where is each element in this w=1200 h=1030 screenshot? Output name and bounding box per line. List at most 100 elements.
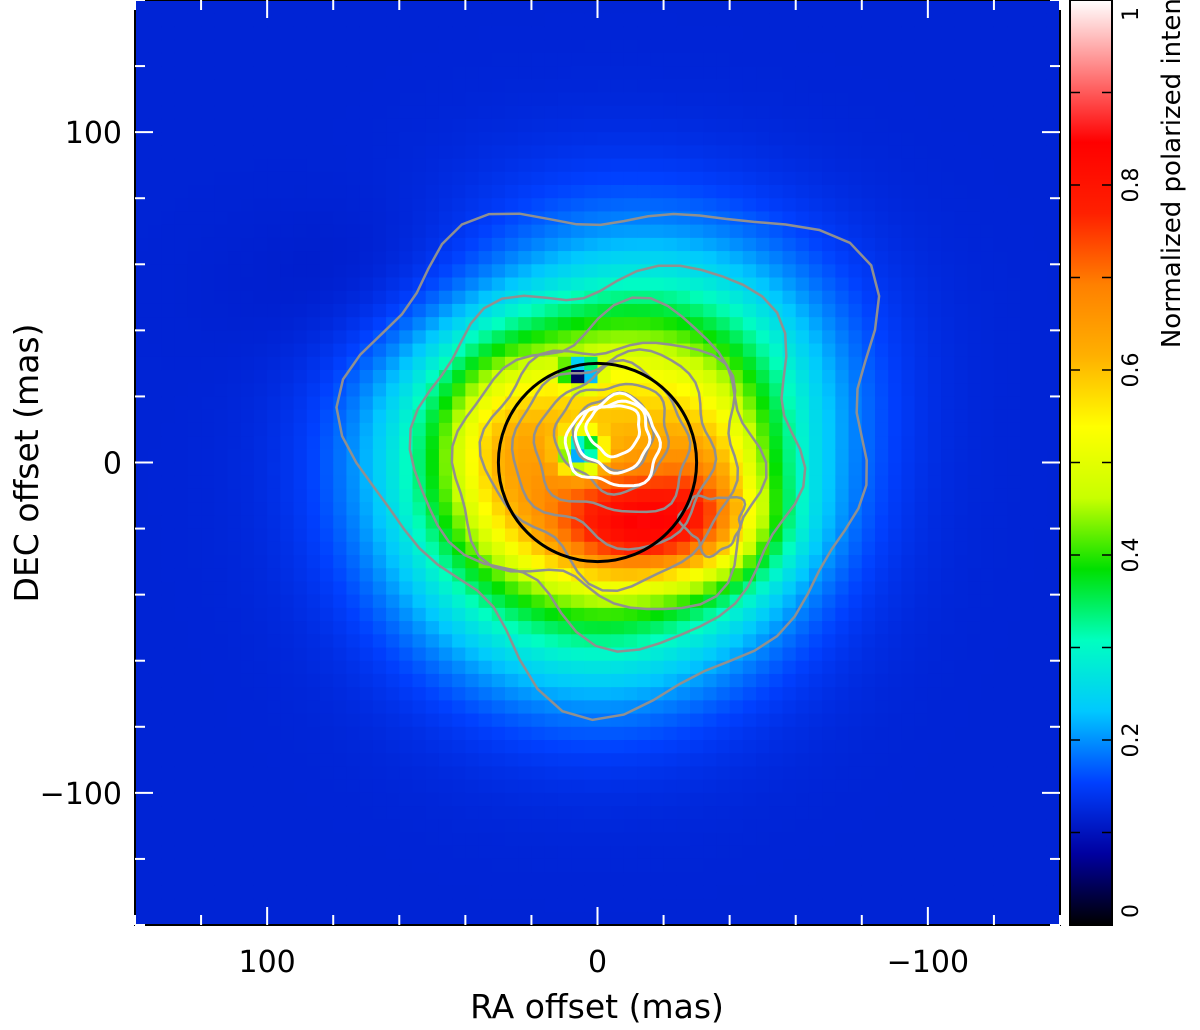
heatmap-cell xyxy=(637,673,651,688)
heatmap-cell xyxy=(386,581,400,596)
heatmap-cell xyxy=(888,370,903,384)
heatmap-cell xyxy=(425,237,440,252)
heatmap-cell xyxy=(954,39,969,54)
heatmap-cell xyxy=(967,92,982,107)
heatmap-cell xyxy=(557,766,572,781)
heatmap-cell xyxy=(993,185,1008,199)
heatmap-cell xyxy=(227,356,242,371)
heatmap-cell xyxy=(993,502,1008,516)
heatmap-cell xyxy=(425,581,440,596)
heatmap-cell xyxy=(438,132,453,146)
heatmap-cell xyxy=(240,251,255,265)
heatmap-cell xyxy=(320,581,334,596)
heatmap-cell xyxy=(293,462,308,477)
contour-inner-3 xyxy=(563,391,662,488)
heatmap-cell xyxy=(214,436,229,450)
heatmap-cell xyxy=(822,528,836,543)
heatmap-cell xyxy=(610,740,625,754)
heatmap-cell xyxy=(438,806,453,820)
heatmap-cell xyxy=(584,528,599,543)
heatmap-cell xyxy=(993,343,1008,358)
heatmap-cell xyxy=(293,832,308,847)
heatmap-cell xyxy=(478,779,493,794)
heatmap-cell xyxy=(399,237,414,252)
heatmap-cell xyxy=(333,740,348,754)
heatmap-cell xyxy=(161,251,176,265)
heatmap-cell xyxy=(663,370,678,384)
heatmap-cell xyxy=(227,118,242,133)
heatmap-cell xyxy=(808,541,823,556)
heatmap-cell xyxy=(320,383,334,398)
heatmap-cell xyxy=(914,515,929,530)
heatmap-cell xyxy=(372,449,387,464)
heatmap-cell xyxy=(452,26,466,41)
y-tick-label-100: 100 xyxy=(65,116,122,151)
heatmap-cell xyxy=(637,171,651,186)
heatmap-cell xyxy=(663,303,678,318)
heatmap-cell xyxy=(690,145,704,160)
heatmap-cell xyxy=(663,224,678,239)
heatmap-cell xyxy=(808,370,823,384)
heatmap-cell xyxy=(875,528,889,543)
heatmap-cell xyxy=(742,39,757,54)
heatmap-cell xyxy=(201,237,215,252)
heatmap-cell xyxy=(544,39,559,54)
heatmap-cell xyxy=(980,290,995,305)
heatmap-cell xyxy=(690,356,704,371)
heatmap-cell xyxy=(756,872,770,886)
heatmap-cell xyxy=(135,885,149,900)
heatmap-cell xyxy=(729,753,744,768)
heatmap-cell xyxy=(201,673,215,688)
heatmap-cell xyxy=(465,779,480,794)
heatmap-cell xyxy=(769,806,784,820)
heatmap-cell xyxy=(518,687,533,701)
heatmap-cell xyxy=(927,647,942,662)
heatmap-cell xyxy=(240,898,255,913)
heatmap-cell xyxy=(888,806,903,820)
heatmap-cell xyxy=(240,211,255,226)
heatmap-cell xyxy=(914,66,929,80)
heatmap-cell xyxy=(253,277,268,292)
heatmap-cell xyxy=(280,634,295,649)
heatmap-cell xyxy=(320,436,334,450)
heatmap-cell xyxy=(914,449,929,464)
heatmap-cell xyxy=(240,541,255,556)
heatmap-cell xyxy=(214,819,229,834)
heatmap-cell xyxy=(676,792,691,807)
heatmap-cell xyxy=(716,700,731,715)
heatmap-cell xyxy=(927,356,942,371)
heatmap-cell xyxy=(993,475,1008,490)
heatmap-cell xyxy=(875,396,889,411)
heatmap-cell xyxy=(1007,370,1021,384)
heatmap-cell xyxy=(954,581,969,596)
heatmap-cell xyxy=(359,26,374,41)
heatmap-cell xyxy=(293,198,308,213)
heatmap-cell xyxy=(808,13,823,28)
heatmap-cell xyxy=(227,158,242,173)
heatmap-cell xyxy=(478,687,493,701)
heatmap-cell xyxy=(676,449,691,464)
heatmap-cell xyxy=(954,237,969,252)
heatmap-cell xyxy=(861,237,876,252)
heatmap-cell xyxy=(835,898,850,913)
heatmap-cell xyxy=(359,581,374,596)
heatmap-cell xyxy=(954,370,969,384)
heatmap-cell xyxy=(914,92,929,107)
heatmap-cell xyxy=(769,185,784,199)
heatmap-cell xyxy=(557,740,572,754)
heatmap-cell xyxy=(148,621,163,635)
heatmap-cell xyxy=(1007,92,1021,107)
heatmap-cell xyxy=(795,0,810,14)
heatmap-cell xyxy=(954,343,969,358)
heatmap-cell xyxy=(663,911,678,925)
heatmap-cell xyxy=(597,330,612,345)
heatmap-cell xyxy=(848,436,863,450)
heatmap-cell xyxy=(914,475,929,490)
heatmap-cell xyxy=(465,13,480,28)
heatmap-cell xyxy=(293,211,308,226)
heatmap-cell xyxy=(875,673,889,688)
heatmap-cell xyxy=(875,911,889,925)
heatmap-cell xyxy=(914,237,929,252)
heatmap-cell xyxy=(478,819,493,834)
heatmap-cell xyxy=(227,687,242,701)
